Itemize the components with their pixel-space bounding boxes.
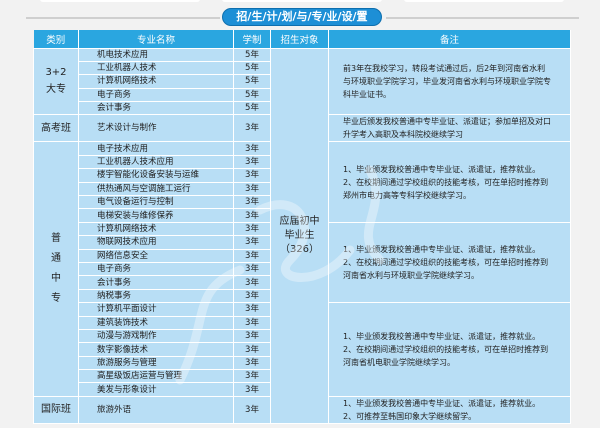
duration: 3年 — [233, 261, 271, 277]
category-cell: 国际班 — [33, 395, 79, 424]
major-name: 楼宇智能化设备安装与运维 — [78, 168, 234, 183]
table-row: 美发与形象设计 3年 — [34, 382, 571, 397]
major-name: 高星级饭店运营与管理 — [78, 369, 234, 384]
major-name: 旅游服务与管理 — [78, 355, 234, 371]
duration: 3年 — [233, 221, 271, 237]
duration: 3年 — [233, 208, 271, 223]
remark-cell: 前3年在我校学习，转段考试通过后，后2年到河南省水利与环境职业学院学习，毕业发河… — [328, 47, 571, 116]
top-card — [222, 0, 382, 2]
duration: 3年 — [233, 342, 271, 357]
major-name: 计算机网络技术 — [78, 221, 234, 237]
table-row: 会计事务 5年 — [34, 101, 571, 116]
duration: 3年 — [233, 195, 271, 210]
category-cell: 普 通 中 专 — [33, 141, 79, 397]
duration: 5年 — [233, 101, 271, 116]
duration: 3年 — [233, 154, 271, 170]
table-row: 电气设备运行与控制 3年 — [34, 195, 571, 210]
duration: 3年 — [233, 382, 271, 397]
duration: 3年 — [233, 275, 271, 290]
column-header: 专业名称 — [78, 30, 234, 48]
table-row: 3+2 大专 机电技术应用 5年 应届初中 毕业生 （326） 前3年在我校学习，转段考试通… — [33, 47, 571, 424]
duration: 5年 — [233, 74, 271, 89]
major-name: 电子商务 — [78, 261, 234, 277]
column-header: 备注 — [328, 30, 571, 48]
target-count: （326） — [279, 243, 320, 255]
column-header: 学制 — [233, 30, 271, 48]
divider — [26, 17, 220, 19]
major-name: 电子商务 — [78, 87, 234, 103]
duration: 3年 — [233, 181, 271, 197]
divider — [386, 17, 579, 19]
major-name: 纳税事务 — [78, 288, 234, 304]
duration: 3年 — [233, 288, 271, 304]
major-name: 机电技术应用 — [78, 47, 234, 62]
duration: 5年 — [233, 87, 271, 103]
section-title: 招/生/计/划/与/专/业/设/置 — [222, 8, 382, 26]
duration: 3年 — [233, 114, 271, 143]
table-row: 电子商务 3年 — [34, 261, 571, 277]
major-name: 电梯安装与维修保养 — [78, 208, 234, 223]
major-name: 电气设备运行与控制 — [78, 195, 234, 210]
duration: 3年 — [233, 168, 271, 183]
program-table: 类别 专业名称 学制 招生对象 备注 3+2 大专 机电技术应用 5年 应届初中 毕业生 （326… — [33, 30, 571, 424]
major-name: 旅游外语 — [78, 395, 234, 424]
remark-cell: 1、毕业颁发我校普通中专毕业证、派遣证，推荐就业。 2、可推荐至韩国印象大学继续… — [328, 395, 571, 424]
major-name: 会计事务 — [78, 101, 234, 116]
table-row: 楼宇智能化设备安装与运维 3年 — [34, 168, 571, 183]
duration: 3年 — [233, 235, 271, 250]
major-name: 美发与形象设计 — [78, 382, 234, 397]
duration: 3年 — [233, 141, 271, 156]
duration: 3年 — [233, 395, 271, 424]
table-row: 纳税事务 3年 — [34, 288, 571, 304]
duration: 3年 — [233, 302, 271, 317]
major-name: 艺术设计与制作 — [78, 114, 234, 143]
category-cell: 3+2 大专 — [33, 47, 79, 116]
major-name: 物联网技术应用 — [78, 235, 234, 250]
column-header: 招生对象 — [270, 30, 329, 48]
duration: 3年 — [233, 355, 271, 371]
table-row: 计算机网络技术 5年 — [34, 74, 571, 89]
major-name: 供热通风与空调施工运行 — [78, 181, 234, 197]
table-row: 电子商务 5年 — [34, 87, 571, 103]
target-line2: 毕业生 — [284, 229, 315, 241]
top-card — [40, 0, 200, 2]
table-row: 国际班 旅游外语 3年 1、毕业颁发我校普通中专毕业证、派遣证，推荐就业。 2、可推荐… — [33, 395, 571, 424]
major-name: 会计事务 — [78, 275, 234, 290]
duration: 5年 — [233, 47, 271, 62]
remark-cell: 毕业后颁发我校普通中专毕业证、派遣证；参加单招及对口升学考入高职及本科院校继续学… — [328, 114, 571, 143]
remark-cell: 1、毕业颁发我校普通中专毕业证、派遣证，推荐就业。 2、在校期间通过学校组织的技… — [328, 302, 571, 397]
table-row: 网络信息安全 3年 — [34, 248, 571, 263]
table-row: 计算机网络技术 3年 1、毕业颁发我校普通中专毕业证、派遣证，推荐就业。 2、在校期… — [34, 221, 571, 304]
major-name: 工业机器人技术应用 — [78, 154, 234, 170]
table-row: 物联网技术应用 3年 — [34, 235, 571, 250]
major-name: 工业机器人技术 — [78, 60, 234, 76]
duration: 3年 — [233, 328, 271, 344]
duration: 3年 — [233, 248, 271, 263]
target-line1: 应届初中 — [279, 215, 320, 227]
major-name: 计算机平面设计 — [78, 302, 234, 317]
table-row: 高考班 艺术设计与制作 3年 毕业后颁发我校普通中专毕业证、派遣证；参加单招及对口升学… — [33, 114, 571, 143]
category-cell: 高考班 — [33, 114, 79, 143]
top-card — [404, 0, 564, 2]
table-row: 工业机器人技术 5年 — [34, 60, 571, 76]
duration: 5年 — [233, 60, 271, 76]
table-row: 计算机平面设计 3年 1、毕业颁发我校普通中专毕业证、派遣证，推荐就业。 2、在校期… — [34, 302, 571, 397]
major-name: 电子技术应用 — [78, 141, 234, 156]
remark-cell: 1、毕业颁发我校普通中专毕业证、派遣证，推荐就业。 2、在校期间通过学校组织的技… — [328, 221, 571, 304]
major-name: 动漫与游戏制作 — [78, 328, 234, 344]
column-header: 类别 — [33, 30, 79, 48]
duration: 3年 — [233, 369, 271, 384]
header-row: 类别 专业名称 学制 招生对象 备注 — [33, 30, 571, 48]
table-row: 高星级饭店运营与管理 3年 — [34, 369, 571, 384]
duration: 3年 — [233, 315, 271, 330]
table-row: 动漫与游戏制作 3年 — [34, 328, 571, 344]
major-name: 计算机网络技术 — [78, 74, 234, 89]
major-name: 网络信息安全 — [78, 248, 234, 263]
enrollment-target: 应届初中毕业生 （326） — [270, 47, 329, 424]
major-name: 建筑装饰技术 — [78, 315, 234, 330]
remark-cell: 1、毕业颁发我校普通中专毕业证、派遣证，推荐就业。 2、在校期间通过学校组织的技… — [328, 141, 571, 223]
major-name: 数字影像技术 — [78, 342, 234, 357]
table-row: 供热通风与空调施工运行 3年 — [34, 181, 571, 197]
